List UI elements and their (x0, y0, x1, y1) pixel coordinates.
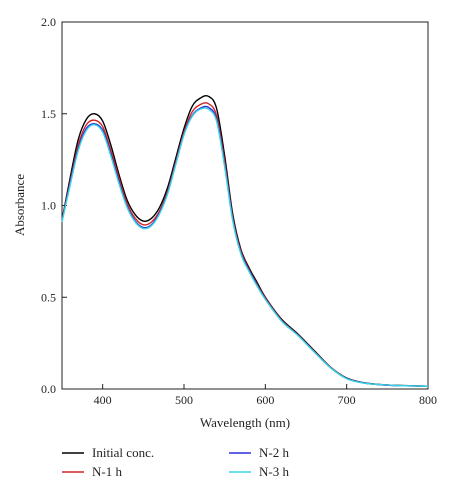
ticks: 400 500 600 700 800 0.0 0.5 1.0 1.5 2.0 (41, 15, 437, 407)
series-line-4 (61, 107, 429, 387)
y-tick-label: 0.5 (41, 290, 56, 304)
x-tick-label: 400 (94, 393, 112, 407)
legend: Initial conc. N-1 h N-2 h N-3 h (62, 445, 289, 479)
series-group (61, 94, 429, 387)
legend-label: N-3 h (259, 464, 289, 479)
series-line-1 (61, 94, 429, 387)
y-tick-label: 0.0 (41, 382, 56, 396)
y-tick-label: 1.5 (41, 107, 56, 121)
y-axis-title: Absorbance (12, 174, 27, 236)
legend-label: Initial conc. (92, 445, 154, 460)
plot-frame (61, 21, 429, 390)
legend-label: N-2 h (259, 445, 289, 460)
x-tick-label: 500 (175, 393, 193, 407)
y-tick-label: 1.0 (41, 199, 56, 213)
y-tick-label: 2.0 (41, 15, 56, 29)
series-line-2 (61, 102, 429, 387)
series-line-3 (61, 105, 429, 387)
x-tick-label: 600 (256, 393, 274, 407)
legend-label: N-1 h (92, 464, 122, 479)
x-tick-label: 700 (338, 393, 356, 407)
x-axis-title: Wavelength (nm) (200, 415, 290, 430)
x-tick-label: 800 (419, 393, 437, 407)
